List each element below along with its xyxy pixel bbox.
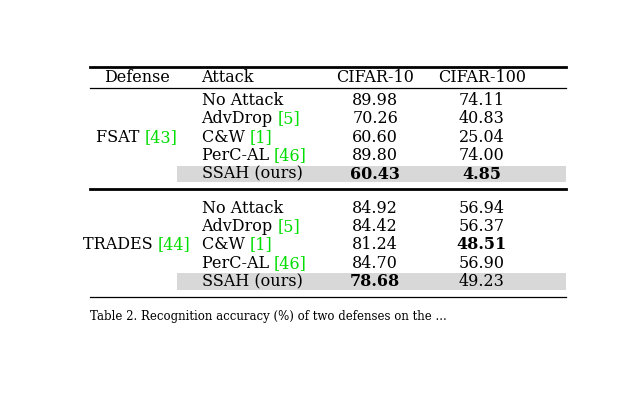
Text: [46]: [46]	[274, 255, 307, 272]
Text: 74.11: 74.11	[459, 92, 505, 109]
Text: Table 2. Recognition accuracy (%) of two defenses on the ...: Table 2. Recognition accuracy (%) of two…	[90, 310, 447, 323]
Text: 84.92: 84.92	[352, 200, 398, 217]
Text: [1]: [1]	[250, 236, 273, 254]
Text: 89.98: 89.98	[352, 92, 398, 109]
Text: 74.00: 74.00	[459, 147, 504, 164]
Text: 60.43: 60.43	[350, 166, 400, 182]
Text: TRADES: TRADES	[83, 236, 158, 254]
Text: PerC-AL: PerC-AL	[202, 147, 274, 164]
Text: 25.04: 25.04	[459, 129, 504, 146]
Text: C&W: C&W	[202, 129, 250, 146]
Text: No Attack: No Attack	[202, 200, 283, 217]
Text: 70.26: 70.26	[352, 111, 398, 127]
Text: C&W: C&W	[202, 236, 250, 254]
Text: 60.60: 60.60	[352, 129, 398, 146]
Text: SSAH (ours): SSAH (ours)	[202, 273, 302, 290]
Text: [44]: [44]	[158, 236, 191, 254]
Text: 56.94: 56.94	[459, 200, 505, 217]
Text: No Attack: No Attack	[202, 92, 283, 109]
Bar	[177, 273, 566, 290]
Text: [5]: [5]	[278, 218, 301, 235]
Text: 84.70: 84.70	[352, 255, 398, 272]
Text: 84.42: 84.42	[352, 218, 398, 235]
Text: 56.90: 56.90	[459, 255, 505, 272]
Text: 81.24: 81.24	[352, 236, 398, 254]
Text: 89.80: 89.80	[352, 147, 398, 164]
Text: [5]: [5]	[278, 111, 301, 127]
Text: FSAT: FSAT	[97, 129, 145, 146]
Text: 4.85: 4.85	[462, 166, 501, 182]
Text: AdvDrop: AdvDrop	[202, 111, 278, 127]
Text: [43]: [43]	[145, 129, 178, 146]
Text: SSAH (ours): SSAH (ours)	[202, 166, 302, 182]
Text: Attack: Attack	[202, 69, 254, 85]
Text: 78.68: 78.68	[350, 273, 400, 290]
Text: CIFAR-10: CIFAR-10	[336, 69, 414, 85]
Text: AdvDrop: AdvDrop	[202, 218, 278, 235]
Text: 49.23: 49.23	[459, 273, 505, 290]
Text: 48.51: 48.51	[456, 236, 507, 254]
Text: 40.83: 40.83	[459, 111, 505, 127]
Text: PerC-AL: PerC-AL	[202, 255, 274, 272]
Text: CIFAR-100: CIFAR-100	[438, 69, 526, 85]
Text: Defense: Defense	[104, 69, 170, 85]
Text: 56.37: 56.37	[459, 218, 505, 235]
Bar	[177, 166, 566, 182]
Text: [1]: [1]	[250, 129, 273, 146]
Text: [46]: [46]	[274, 147, 307, 164]
